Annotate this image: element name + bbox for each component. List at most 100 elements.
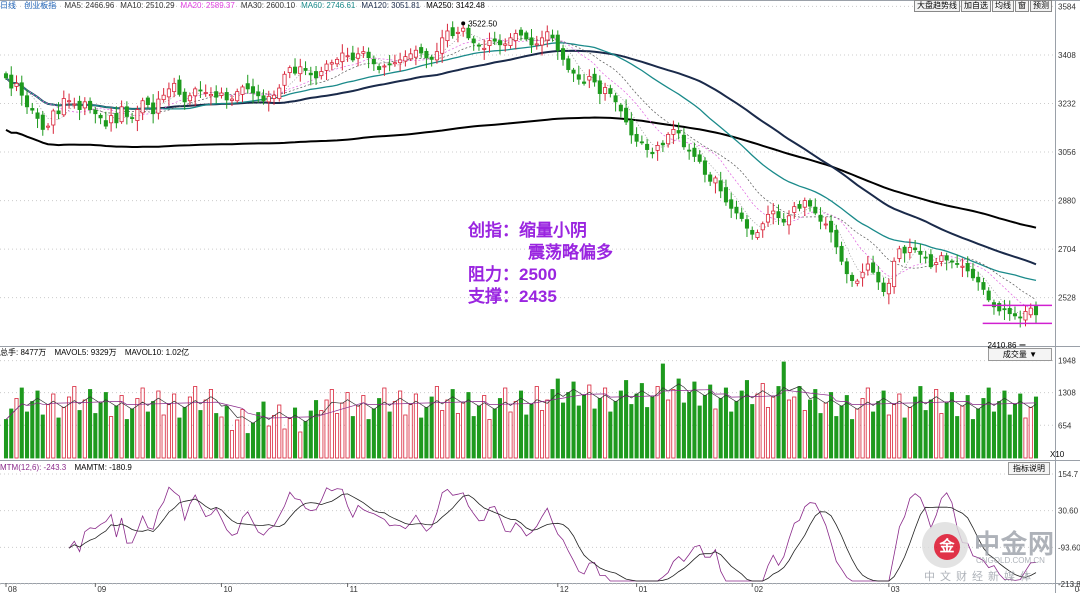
market-trend-button[interactable]: 大盘趋势线 [914,0,960,12]
volume-bar [56,417,61,459]
candle-body [30,108,35,111]
volume-bar [645,407,650,459]
volume-bar [723,387,728,459]
volume-bar [765,407,771,459]
candle-body [14,82,19,87]
volume-bar [350,416,355,459]
candle-body [881,282,886,292]
candle-body [760,223,765,231]
month-label: 04 [1075,585,1080,593]
candle-body [808,200,813,207]
indicator-dropdown[interactable]: 成交量 ▼ [988,348,1052,361]
candle-body [455,31,460,34]
volume-bar [497,398,503,459]
annotation-line-4: 支撑：2435 [468,287,557,306]
month-label: 02 [754,585,763,593]
volume-bar [319,410,324,459]
volume-bar [624,380,629,459]
candle-body [450,27,455,37]
volume-bar [235,419,240,459]
volume-bar [161,414,166,459]
candle-body [382,65,387,68]
volume-bar [88,389,93,459]
volume-bar [256,412,261,459]
candle-body [902,246,907,254]
candle-body [114,113,119,124]
candle-body [303,68,308,71]
volume-bar [944,402,949,459]
volume-bar [965,395,970,459]
candle-body [98,114,103,119]
candlesticks[interactable] [3,21,1039,328]
candle-body [356,53,361,59]
month-label: 11 [350,585,359,593]
volume-bar [660,363,665,459]
candle-body [634,133,639,142]
add-watchlist-button[interactable]: 加自选 [961,0,991,12]
watermark-logo: 金 中金网 CNGOLD.COM.CN 中文财经新媒体 [920,520,1078,590]
candle-body [1018,316,1023,319]
candle-body [72,103,77,106]
candle-body [187,95,192,102]
price-tick-label: 3408 [1058,51,1076,60]
volume-bar [329,389,334,459]
volume-bar [476,405,481,459]
candle-body [224,92,229,101]
volume-bar [424,407,429,459]
candle-body [723,187,728,203]
volume-bar [939,413,944,459]
candle-body [534,43,539,46]
volume-bar [928,399,933,459]
candle-body [261,95,266,102]
volume-bar [30,401,35,459]
volume-bar [1028,407,1033,459]
volume-bar [172,393,177,459]
volume-bar [1033,396,1039,459]
volume-bar [518,390,524,459]
volume-bar [9,408,14,459]
candle-body [240,86,245,95]
candle-body [177,79,182,95]
candle-body [923,256,928,259]
high-label: 3522.50 [468,19,497,28]
volume-bar [534,386,539,459]
volume-bar [461,402,466,459]
volume-bar [818,413,823,459]
volume-bar [734,401,739,459]
volume-bar [603,387,608,459]
candle-body [955,263,960,265]
candle-body [9,74,14,89]
mavol5-label: MAVOL5: 9329万 [54,348,117,357]
forecast-button[interactable]: 预测 [1030,0,1052,12]
candle-body [487,40,492,46]
candle-body [729,199,734,209]
candle-body [655,145,660,151]
candle-body [897,248,902,259]
volume-bar [219,416,224,459]
candle-body [40,114,45,130]
total-volume: 总手: 8477万 [0,348,47,357]
window-button[interactable]: 窗 [1015,0,1029,12]
volume-bar [466,392,471,459]
volume-bar [398,390,403,459]
indicator-help-button[interactable]: 指标说明 [1008,462,1050,475]
volume-bars[interactable] [3,361,1039,459]
volume-bar [277,404,282,459]
candle-body [965,263,970,272]
volume-bar [429,396,434,459]
candle-body [130,117,135,119]
moving-average-button[interactable]: 均线 [992,0,1014,12]
volume-bar [314,400,319,459]
volume-bar [755,393,760,459]
volume-bar [566,392,571,459]
volume-bar [93,413,98,459]
volume-bar [308,410,313,459]
chart-toolbar: 大盘趋势线 加自选 均线 窗 预测 [913,0,1052,12]
mtm-line [68,486,1037,582]
candle-body [802,200,807,208]
volume-unit: X10 [1050,450,1065,459]
volume-bar [203,399,208,459]
candle-body [666,133,671,145]
logo-icon: 金 [922,522,968,568]
candle-body [907,247,912,253]
